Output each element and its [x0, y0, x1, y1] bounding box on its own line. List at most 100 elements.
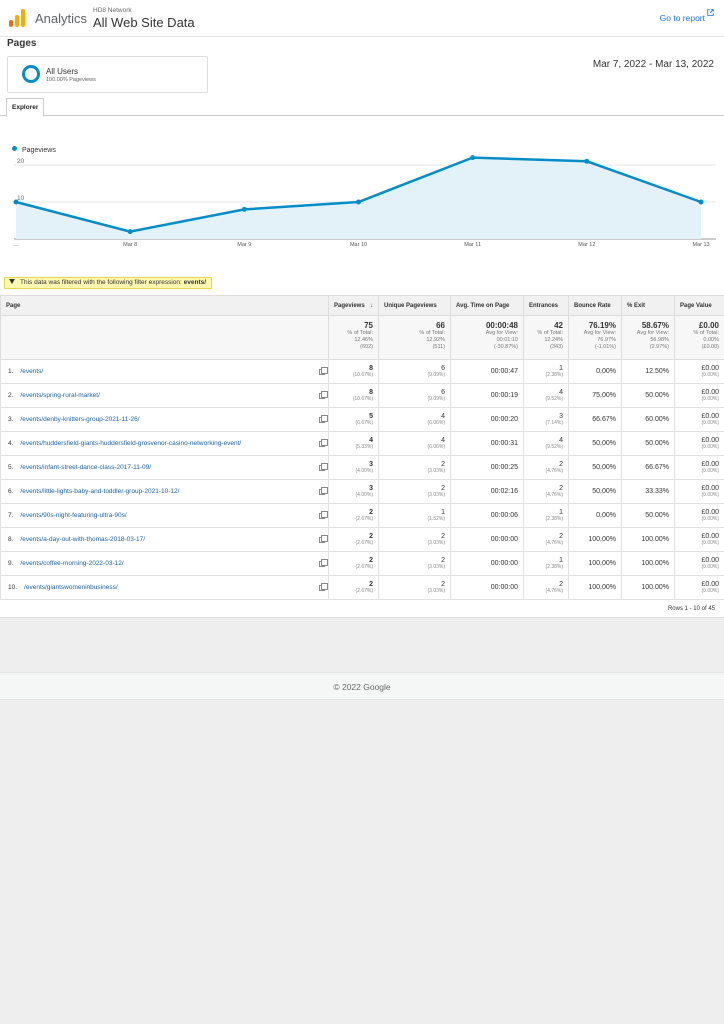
table-row[interactable]: 9. /events/coffee-morning-2022-03-12/2 (2.…: [0, 551, 724, 576]
bounce-rate-cell: 0.00%: [568, 503, 622, 528]
pageviews-cell: 8 (10.67%): [328, 383, 379, 408]
page-cell: 9. /events/coffee-morning-2022-03-12/: [0, 551, 329, 576]
data-point: [584, 158, 590, 164]
page-cell: 5. /events/infant-street-dance-class-2017…: [0, 455, 329, 480]
table-row[interactable]: 1. /events/8 (10.67%) 6 (9.09%) 00:00:47 1 (2.3…: [0, 359, 724, 384]
external-link-icon[interactable]: [707, 9, 714, 16]
page-link[interactable]: /events/huddersfield-giants-huddersfield…: [20, 440, 242, 447]
bounce-rate-cell: 50.00%: [568, 431, 622, 456]
bounce-rate-cell: 100.00%: [568, 527, 622, 552]
table-row[interactable]: 7. /events/90s-night-featuring-ultra-90s/…: [0, 503, 724, 528]
exit-cell: 33.33%: [621, 479, 675, 504]
page-link[interactable]: /events/little-lights-baby-and-toddler-g…: [20, 488, 180, 495]
page-cell: 1. /events/: [0, 359, 329, 384]
bounce-rate-cell: 100.00%: [568, 575, 622, 600]
page-cell: 6. /events/little-lights-baby-and-toddler…: [0, 479, 329, 504]
avg-time-cell: 00:00:19: [450, 383, 524, 408]
table-header-row: Page Pageviews ↓ Unique Pageviews Avg. Time…: [0, 295, 724, 316]
page-link[interactable]: /events/a-day-out-with-thomas-2018-03-17…: [20, 536, 146, 543]
table-row[interactable]: 4. /events/huddersfield-giants-huddersfie…: [0, 431, 724, 456]
page-value-cell: £0.00 (0.00%): [674, 551, 724, 576]
column-header[interactable]: Page Value: [674, 295, 724, 316]
avg-time-cell: 00:00:00: [450, 551, 524, 576]
account-name[interactable]: HD8 Network: [93, 7, 132, 14]
page-cell: 2. /events/spring-rural-market/: [0, 383, 329, 408]
column-header[interactable]: Unique Pageviews: [378, 295, 451, 316]
open-page-icon[interactable]: [319, 511, 328, 519]
column-header[interactable]: % Exit: [621, 295, 675, 316]
exit-cell: 50.00%: [621, 431, 675, 456]
row-number: 8.: [8, 536, 14, 543]
table-row[interactable]: 8. /events/a-day-out-with-thomas-2018-03-…: [0, 527, 724, 552]
tab-explorer[interactable]: Explorer: [6, 98, 45, 117]
open-page-icon[interactable]: [319, 367, 328, 375]
column-header[interactable]: Pageviews ↓: [328, 295, 379, 316]
page-cell: 3. /events/denby-knitters-group-2021-11-2…: [0, 407, 329, 432]
total-cell: 75% of Total: 12.46% (602): [328, 315, 379, 360]
page-link[interactable]: /events/90s-night-featuring-ultra-90s/: [20, 512, 127, 519]
page-link[interactable]: /events/giantswomeninbusiness/: [24, 584, 118, 591]
open-page-icon[interactable]: [319, 415, 328, 423]
x-tick-label: Mar 11: [464, 242, 481, 248]
unique-pageviews-cell: 2 (3.03%): [378, 479, 451, 504]
analytics-logo-icon: [9, 9, 25, 27]
row-number: 3.: [8, 416, 14, 423]
open-page-icon[interactable]: [319, 559, 328, 567]
row-number: 9.: [8, 560, 14, 567]
avg-time-cell: 00:00:25: [450, 455, 524, 480]
open-page-icon[interactable]: [319, 439, 328, 447]
filter-expression: events/: [183, 279, 207, 286]
page-value-cell: £0.00 (0.00%): [674, 407, 724, 432]
table-row[interactable]: 3. /events/denby-knitters-group-2021-11-2…: [0, 407, 724, 432]
table-row[interactable]: 10. /events/giantswomeninbusiness/2 (2.67%…: [0, 575, 724, 600]
footer: © 2022 Google: [0, 672, 724, 700]
entrances-cell: 4 (9.52%): [523, 383, 569, 408]
column-header[interactable]: Page: [0, 295, 329, 316]
table-row[interactable]: 6. /events/little-lights-baby-and-toddler…: [0, 479, 724, 504]
page-link[interactable]: /events/infant-street-dance-class-2017-1…: [20, 464, 152, 471]
open-page-icon[interactable]: [319, 463, 328, 471]
column-header[interactable]: Bounce Rate: [568, 295, 622, 316]
exit-cell: 60.00%: [621, 407, 675, 432]
data-point: [698, 199, 704, 205]
segment-card[interactable]: All Users 100.00% Pageviews: [7, 56, 208, 93]
column-header[interactable]: Entrances: [523, 295, 569, 316]
data-point: [13, 199, 19, 205]
pageviews-cell: 3 (4.00%): [328, 455, 379, 480]
open-page-icon[interactable]: [319, 535, 328, 543]
page-link[interactable]: /events/coffee-morning-2022-03-12/: [20, 560, 124, 567]
go-to-report-link[interactable]: Go to report: [659, 13, 705, 23]
x-tick-label: Mar 12: [578, 242, 595, 248]
column-header[interactable]: Avg. Time on Page: [450, 295, 524, 316]
table-row[interactable]: 2. /events/spring-rural-market/8 (10.67%) 6…: [0, 383, 724, 408]
open-page-icon[interactable]: [319, 391, 328, 399]
page-value-cell: £0.00 (0.00%): [674, 575, 724, 600]
page-link[interactable]: /events/: [20, 368, 44, 375]
entrances-cell: 1 (2.38%): [523, 551, 569, 576]
unique-pageviews-cell: 4 (6.06%): [378, 431, 451, 456]
pageviews-cell: 8 (10.67%): [328, 359, 379, 384]
table-row[interactable]: 5. /events/infant-street-dance-class-2017…: [0, 455, 724, 480]
sort-arrow-icon[interactable]: ↓: [370, 302, 373, 309]
y-tick-label: 10: [17, 195, 25, 202]
row-number: 7.: [8, 512, 14, 519]
unique-pageviews-cell: 2 (3.03%): [378, 527, 451, 552]
page-link[interactable]: /events/denby-knitters-group-2021-11-26/: [20, 416, 140, 423]
page-value-cell: £0.00 (0.00%): [674, 383, 724, 408]
pageviews-cell: 2 (2.67%): [328, 503, 379, 528]
tab-bar: Explorer: [0, 97, 724, 117]
rows-info: Rows 1 - 10 of 45: [667, 606, 715, 612]
open-page-icon[interactable]: [319, 487, 328, 495]
area-fill: [16, 157, 701, 239]
page-cell: 8. /events/a-day-out-with-thomas-2018-03-…: [0, 527, 329, 552]
avg-time-cell: 00:00:06: [450, 503, 524, 528]
page-cell: 10. /events/giantswomeninbusiness/: [0, 575, 329, 600]
date-range[interactable]: Mar 7, 2022 - Mar 13, 2022: [592, 59, 714, 70]
page-link[interactable]: /events/spring-rural-market/: [20, 392, 100, 399]
report-page: Analytics HD8 Network All Web Site Data …: [0, 0, 724, 617]
entrances-cell: 2 (4.76%): [523, 575, 569, 600]
view-name[interactable]: All Web Site Data: [93, 15, 195, 30]
segment-ring-icon: [22, 65, 40, 83]
open-page-icon[interactable]: [319, 583, 328, 591]
avg-time-cell: 00:02:16: [450, 479, 524, 504]
